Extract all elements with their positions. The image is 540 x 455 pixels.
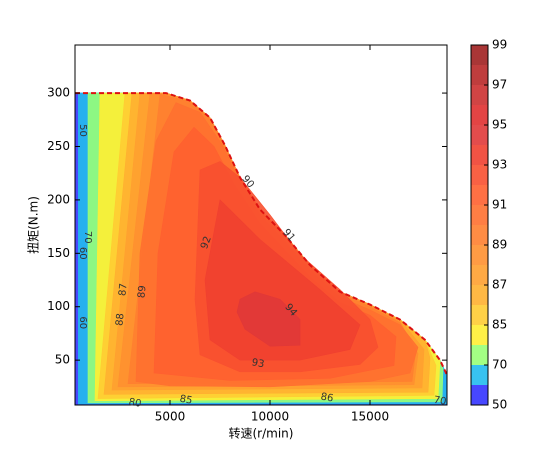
contour-label: 80 xyxy=(128,397,142,410)
y-axis-label: 扭矩(N.m) xyxy=(27,196,41,254)
colorbar-band xyxy=(471,125,488,145)
y-tick-label: 50 xyxy=(55,353,70,367)
colorbar-band xyxy=(471,345,488,365)
y-tick-label: 300 xyxy=(47,86,70,100)
contour-label: 70 xyxy=(433,395,447,408)
colorbar-tick-label: 89 xyxy=(492,238,507,252)
colorbar-tick-label: 97 xyxy=(492,78,507,92)
colorbar-band xyxy=(471,305,488,325)
colorbar-band xyxy=(471,165,488,185)
contour-region xyxy=(236,291,301,347)
contour-label: 89 xyxy=(136,285,148,299)
colorbar-tick-label: 87 xyxy=(492,278,507,292)
colorbar-tick-label: 93 xyxy=(492,158,507,172)
contour-label: 85 xyxy=(179,394,193,407)
x-tick-label: 15000 xyxy=(351,410,389,424)
colorbar-band xyxy=(471,385,488,405)
colorbar-band xyxy=(471,325,488,345)
y-tick-label: 250 xyxy=(47,139,70,153)
y-tick-label: 100 xyxy=(47,299,70,313)
colorbar-tick-label: 50 xyxy=(492,398,507,412)
colorbar-band xyxy=(471,225,488,245)
colorbar-tick-label: 85 xyxy=(492,318,507,332)
y-tick-label: 150 xyxy=(47,246,70,260)
colorbar-band xyxy=(471,105,488,125)
colorbar-band xyxy=(471,205,488,225)
x-tick-label: 10000 xyxy=(251,410,289,424)
colorbar-band xyxy=(471,45,488,65)
contour-label: 60 xyxy=(77,247,88,260)
contour-label: 87 xyxy=(117,283,129,297)
colorbar-outline xyxy=(470,44,489,406)
colorbar-band xyxy=(471,285,488,305)
contour-label: 92 xyxy=(199,235,214,251)
colorbar-tick-label: 95 xyxy=(492,118,507,132)
contour-label: 60 xyxy=(77,316,88,329)
colorbar-band xyxy=(471,185,488,205)
x-tick-label: 5000 xyxy=(155,410,186,424)
colorbar-tick-label: 70 xyxy=(492,358,507,372)
contour-label: 86 xyxy=(320,391,334,404)
colorbar-band xyxy=(471,265,488,285)
colorbar-band xyxy=(471,365,488,385)
x-axis-label: 转速(r/min) xyxy=(229,426,294,441)
y-tick-label: 200 xyxy=(47,192,70,206)
colorbar-band xyxy=(471,245,488,265)
plot-area xyxy=(75,92,447,405)
contour-label: 50 xyxy=(77,124,88,137)
colorbar-band xyxy=(471,145,488,165)
contour-label: 70 xyxy=(82,231,93,244)
contour-label: 93 xyxy=(251,357,265,370)
colorbar-tick-label: 99 xyxy=(492,38,507,52)
colorbar-band xyxy=(471,65,488,85)
plot-frame xyxy=(74,44,448,406)
envelope-line xyxy=(75,92,447,376)
colorbar-tick-label: 91 xyxy=(492,198,507,212)
contour-label: 88 xyxy=(114,313,126,327)
colorbar-band xyxy=(471,85,488,105)
